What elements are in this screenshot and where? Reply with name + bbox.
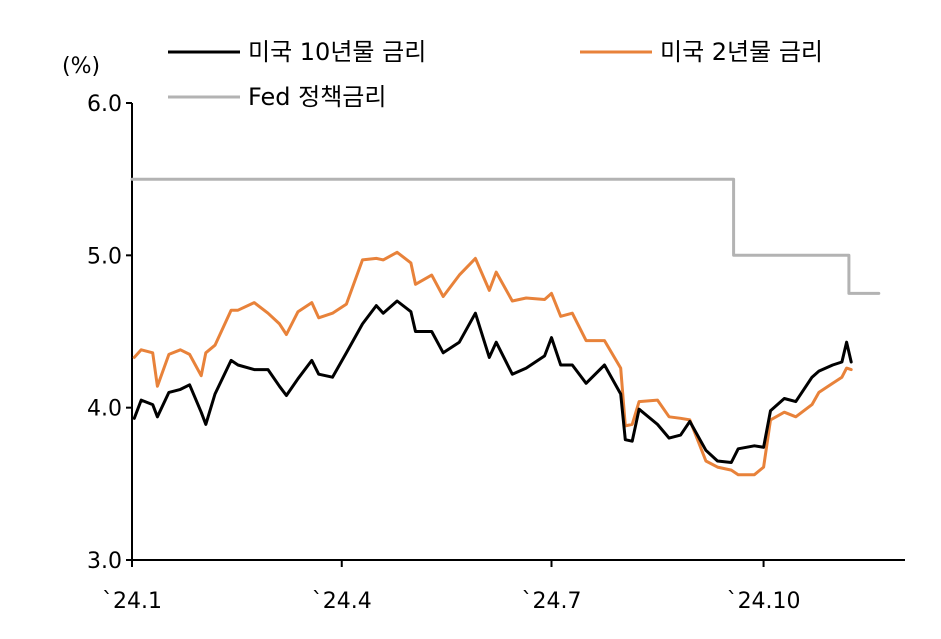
y-axis-ticks: 3.0 4.0 5.0 6.0 (87, 92, 132, 574)
x-tick-label: `24.7 (522, 589, 582, 614)
x-tick-label: `24.4 (312, 589, 372, 614)
series-line-us2y (132, 250, 853, 477)
y-tick-label: 6.0 (87, 92, 122, 117)
y-tick-label: 4.0 (87, 397, 122, 422)
y-unit-label: (%) (62, 54, 100, 79)
x-tick-label: `24.1 (102, 589, 162, 614)
y-tick-label: 3.0 (87, 549, 122, 574)
legend: 미국 10년물 금리 미국 2년물 금리 Fed 정책금리 (168, 38, 823, 111)
legend-label-us10y: 미국 10년물 금리 (248, 38, 426, 66)
series-layer (130, 177, 881, 477)
y-tick-label: 5.0 (87, 244, 122, 269)
x-axis-ticks: `24.1 `24.4 `24.7 `24.10 (102, 560, 801, 614)
legend-label-us2y: 미국 2년물 금리 (660, 38, 823, 66)
x-tick-label: `24.10 (727, 589, 801, 614)
series-line-fed (130, 177, 881, 295)
legend-label-fed: Fed 정책금리 (248, 83, 386, 111)
series-line-us10y (132, 299, 853, 464)
